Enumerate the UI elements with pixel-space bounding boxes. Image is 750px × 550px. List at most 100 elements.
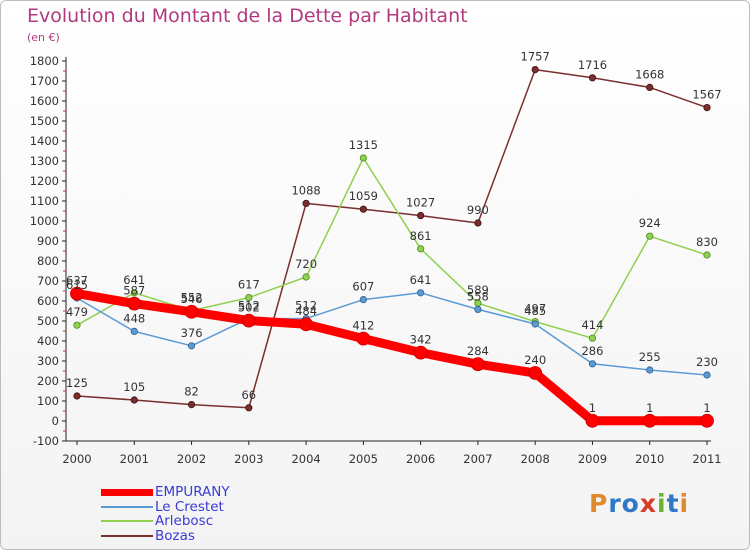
data-label-arlebosc: 830 (696, 235, 718, 249)
data-label-le-crestet: 512 (295, 299, 317, 313)
data-label-empurany: 1 (589, 401, 596, 415)
data-label-empurany: 637 (66, 274, 88, 288)
legend-item-empurany: EMPURANY (101, 484, 230, 501)
data-point-bozas (302, 199, 310, 207)
data-point-le-crestet (359, 295, 367, 304)
data-label-arlebosc: 414 (581, 318, 603, 332)
data-label-le-crestet: 255 (639, 350, 661, 364)
data-label-empurany: 502 (238, 301, 260, 315)
data-label-le-crestet: 448 (123, 311, 145, 325)
data-label-le-crestet: 512 (238, 299, 260, 313)
series-line-le-crestet (76, 292, 708, 376)
data-label-empurany: 1 (646, 401, 653, 415)
data-label-le-crestet: 376 (181, 326, 203, 340)
data-label-bozas: 82 (184, 385, 199, 399)
legend-swatch-empurany (101, 488, 153, 496)
data-label-bozas: 1716 (578, 58, 607, 72)
proxiti-logo: Proxiti (589, 489, 690, 518)
data-point-le-crestet (646, 366, 654, 374)
data-label-arlebosc: 1315 (349, 138, 378, 152)
data-label-bozas: 125 (66, 376, 88, 390)
data-point-bozas (646, 83, 654, 92)
data-label-bozas: 1088 (291, 183, 320, 197)
x-tick-label: 2000 (62, 452, 91, 466)
x-tick-label: 2005 (349, 452, 378, 466)
data-label-arlebosc: 720 (295, 257, 317, 271)
x-tick-label: 2010 (635, 452, 664, 466)
x-tick-label: 2008 (521, 452, 550, 466)
legend-item-le-crestet: Le Crestet (101, 498, 230, 515)
x-tick-label: 2003 (234, 452, 263, 466)
y-tick-label: 1400 (30, 134, 59, 148)
data-point-empurany (642, 413, 657, 428)
y-tick-label: 400 (37, 334, 59, 348)
y-tick-label: -100 (33, 434, 59, 448)
data-label-bozas: 1059 (349, 189, 378, 203)
data-point-arlebosc (130, 289, 138, 297)
data-label-arlebosc: 497 (524, 302, 546, 316)
data-point-bozas (703, 104, 711, 112)
data-label-le-crestet: 641 (410, 273, 432, 287)
data-point-le-crestet (474, 305, 482, 313)
legend: EMPURANY Le Crestet Arlebosc Bozas (101, 484, 230, 544)
data-label-bozas: 1567 (692, 88, 721, 102)
x-tick-label: 2009 (578, 452, 607, 466)
legend-swatch-arlebosc (101, 520, 153, 523)
data-label-le-crestet: 558 (467, 289, 489, 303)
y-tick-label: 500 (37, 314, 59, 328)
y-tick-label: 1200 (30, 174, 59, 188)
legend-item-arlebosc: Arlebosc (101, 513, 230, 530)
series-line-bozas (76, 68, 708, 409)
data-point-empurany (585, 413, 600, 428)
legend-item-bozas: Bozas (101, 527, 230, 544)
data-label-bozas: 1668 (635, 67, 664, 81)
x-tick-label: 2006 (406, 452, 435, 466)
data-label-bozas: 1027 (406, 196, 435, 210)
data-label-empurany: 587 (123, 284, 145, 298)
y-tick-label: 100 (37, 394, 59, 408)
data-point-le-crestet (417, 289, 425, 297)
legend-label-le-crestet: Le Crestet (155, 498, 224, 515)
chart-title: Evolution du Montant de la Dette par Hab… (27, 5, 468, 27)
data-label-arlebosc: 589 (467, 283, 489, 297)
data-label-arlebosc: 861 (410, 229, 432, 243)
data-point-bozas (588, 74, 597, 82)
data-point-empurany (127, 296, 142, 311)
data-point-bozas (474, 219, 482, 227)
data-point-bozas (531, 66, 539, 74)
data-point-le-crestet (588, 360, 597, 368)
data-point-empurany (299, 317, 313, 332)
data-label-arlebosc: 641 (123, 273, 145, 287)
x-tick-label: 2001 (120, 452, 149, 466)
data-label-arlebosc: 479 (66, 305, 88, 319)
y-tick-label: 1500 (30, 114, 59, 128)
y-tick-label: 1100 (30, 194, 59, 208)
data-label-empurany: 484 (295, 304, 317, 318)
legend-label-bozas: Bozas (155, 527, 195, 544)
data-point-arlebosc (588, 334, 597, 342)
y-tick-label: 1600 (30, 94, 59, 108)
y-tick-label: 600 (37, 294, 59, 308)
data-point-empurany (184, 304, 199, 319)
data-point-le-crestet (703, 371, 711, 379)
data-label-le-crestet: 607 (352, 280, 374, 294)
legend-label-arlebosc: Arlebosc (155, 513, 214, 530)
data-label-bozas: 1757 (521, 50, 550, 64)
data-point-bozas (417, 212, 425, 220)
data-point-empurany (528, 366, 543, 380)
data-label-le-crestet: 485 (524, 304, 546, 318)
unit-label: (en €) (27, 31, 60, 44)
data-label-arlebosc: 617 (238, 278, 260, 292)
legend-label-empurany: EMPURANY (155, 484, 230, 501)
data-label-empurany: 546 (181, 292, 203, 306)
data-point-le-crestet (531, 320, 539, 328)
data-label-bozas: 105 (123, 380, 145, 394)
y-tick-label: 800 (37, 254, 59, 268)
x-tick-label: 2002 (177, 452, 206, 466)
x-tick-label: 2007 (463, 452, 492, 466)
data-point-bozas (130, 396, 138, 404)
data-point-arlebosc (646, 232, 654, 240)
data-point-arlebosc (703, 251, 711, 259)
